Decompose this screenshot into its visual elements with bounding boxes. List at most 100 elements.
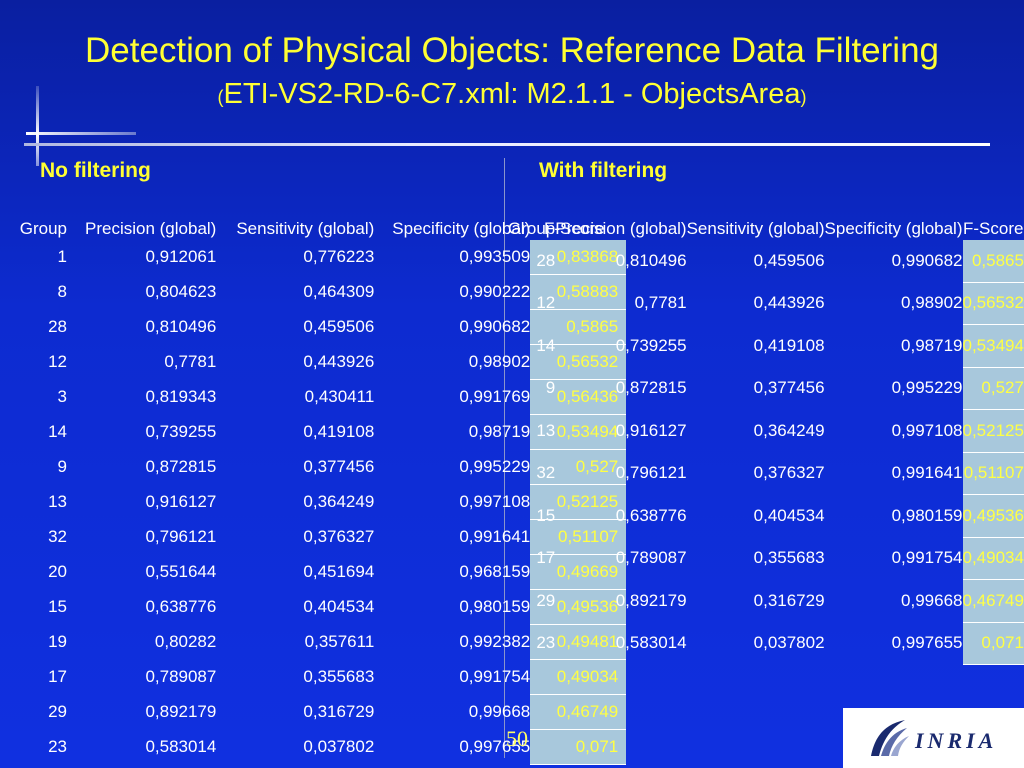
subtitle-open-paren: ( — [217, 87, 224, 107]
cell-specificity: 0,98719 — [468, 422, 531, 441]
cell-specificity: 0,991641 — [891, 463, 963, 483]
table-row: 14 0,739255 0,419108 0,98719 0,53494 — [508, 324, 1024, 368]
cell-fscore: 0,56436 — [530, 379, 627, 415]
cell-precision: 0,819343 — [145, 387, 217, 406]
cell-sensitivity: 0,376327 — [753, 463, 825, 483]
cell-precision: 0,892179 — [615, 590, 687, 610]
column-header-specificity: Specificity (global) — [824, 219, 963, 238]
cell-group: 9 — [57, 457, 67, 476]
cell-fscore: 0,49034 — [962, 537, 1024, 580]
cell-precision: 0,7781 — [634, 293, 687, 313]
cell-precision: 0,810496 — [615, 251, 687, 270]
cell-sensitivity: 0,419108 — [303, 422, 375, 441]
cell-sensitivity: 0,357611 — [304, 632, 375, 651]
table-row: 23 0,583014 0,037802 0,997655 0,071 — [508, 622, 1024, 665]
cell-group: 15 — [48, 597, 67, 616]
cell-group: 13 — [536, 420, 556, 440]
cell-specificity: 0,995229 — [459, 457, 531, 476]
subtitle-text: ETI-VS2-RD-6-C7.xml: M2.1.1 - ObjectsAre… — [223, 78, 801, 110]
cell-group: 28 — [536, 251, 556, 270]
table-row: 12 0,7781 0,443926 0,98902 0,56532 — [508, 282, 1024, 325]
cell-precision: 0,638776 — [615, 505, 687, 525]
cell-fscore: 0,83868 — [530, 240, 627, 275]
cell-group: 12 — [48, 352, 67, 371]
cell-specificity: 0,99668 — [901, 590, 963, 610]
cell-precision: 0,638776 — [145, 597, 217, 616]
no-filtering-table: Group Precision (global) Sensitivity (gl… — [6, 188, 627, 765]
cell-fscore: 0,53494 — [530, 414, 627, 450]
decorative-vertical-line — [36, 86, 39, 166]
cell-group: 20 — [48, 562, 67, 581]
cell-precision: 0,804623 — [145, 282, 217, 301]
column-header-sensitivity: Sensitivity (global) — [236, 219, 375, 238]
column-header-specificity: Specificity (global) — [392, 219, 531, 238]
cell-group: 17 — [48, 667, 67, 686]
cell-fscore: 0,071 — [962, 622, 1024, 665]
subtitle-close-paren: ) — [800, 87, 807, 107]
cell-fscore: 0,52125 — [962, 409, 1024, 453]
cell-precision: 0,916127 — [145, 492, 217, 511]
cell-fscore: 0,49536 — [962, 494, 1024, 538]
table-row: 15 0,638776 0,404534 0,980159 0,49536 — [6, 589, 627, 625]
cell-group: 17 — [536, 548, 556, 568]
cell-precision: 0,583014 — [615, 633, 687, 653]
cell-fscore: 0,49481 — [530, 624, 627, 660]
table-row: 8 0,804623 0,464309 0,990222 0,58883 — [6, 274, 627, 310]
slide-subtitle: (ETI-VS2-RD-6-C7.xml: M2.1.1 - ObjectsAr… — [0, 74, 1024, 117]
cell-precision: 0,80282 — [154, 632, 217, 651]
cell-precision: 0,916127 — [615, 420, 687, 440]
cell-fscore: 0,46749 — [530, 694, 627, 730]
cell-precision: 0,912061 — [145, 247, 217, 267]
cell-specificity: 0,98719 — [901, 335, 963, 355]
cell-sensitivity: 0,430411 — [304, 387, 375, 406]
cell-group: 28 — [48, 317, 67, 336]
cell-specificity: 0,980159 — [891, 505, 963, 525]
cell-specificity: 0,990222 — [459, 282, 531, 301]
cell-precision: 0,892179 — [145, 702, 217, 721]
table-row: 13 0,916127 0,364249 0,997108 0,52125 — [6, 484, 627, 520]
cell-sensitivity: 0,037802 — [303, 737, 375, 756]
cell-fscore: 0,071 — [530, 729, 627, 765]
table-row: 32 0,796121 0,376327 0,991641 0,51107 — [508, 452, 1024, 495]
cell-fscore: 0,49669 — [530, 554, 627, 590]
cell-sensitivity: 0,377456 — [303, 457, 375, 476]
cell-group: 14 — [48, 422, 67, 441]
table-row: 12 0,7781 0,443926 0,98902 0,56532 — [6, 344, 627, 380]
cell-precision: 0,739255 — [615, 335, 687, 355]
cell-group: 32 — [48, 527, 67, 546]
cell-fscore: 0,527 — [530, 449, 627, 485]
table-row: 28 0,810496 0,459506 0,990682 0,5865 — [6, 309, 627, 345]
cell-group: 23 — [536, 633, 556, 653]
cell-sensitivity: 0,776223 — [303, 247, 375, 267]
inria-logo-text: INRIA — [915, 728, 998, 753]
table-header-row: Group Precision (global) Sensitivity (gl… — [508, 188, 1024, 240]
cell-sensitivity: 0,355683 — [303, 667, 375, 686]
decorative-short-line — [26, 132, 136, 135]
cell-specificity: 0,991754 — [459, 667, 531, 686]
table-row: 1 0,912061 0,776223 0,993509 0,83868 — [6, 240, 627, 275]
cell-fscore: 0,53494 — [962, 324, 1024, 368]
table-row: 19 0,80282 0,357611 0,992382 0,49481 — [6, 624, 627, 660]
cell-fscore: 0,58883 — [530, 274, 627, 310]
cell-specificity: 0,997108 — [891, 420, 963, 440]
table-row: 13 0,916127 0,364249 0,997108 0,52125 — [508, 409, 1024, 453]
cell-specificity: 0,993509 — [459, 247, 531, 267]
cell-fscore: 0,5865 — [962, 240, 1024, 283]
cell-precision: 0,789087 — [145, 667, 217, 686]
table-row: 32 0,796121 0,376327 0,991641 0,51107 — [6, 519, 627, 555]
cell-group: 12 — [536, 293, 556, 313]
with-filtering-table: Group Precision (global) Sensitivity (gl… — [508, 188, 1024, 665]
cell-sensitivity: 0,443926 — [753, 293, 825, 313]
cell-precision: 0,583014 — [145, 737, 217, 756]
cell-sensitivity: 0,464309 — [303, 282, 375, 301]
cell-group: 14 — [536, 335, 556, 355]
cell-sensitivity: 0,364249 — [753, 420, 825, 440]
slide-title: Detection of Physical Objects: Reference… — [85, 31, 939, 70]
cell-specificity: 0,980159 — [459, 597, 531, 616]
column-header-fscore: F-Score — [544, 219, 605, 238]
cell-group: 23 — [48, 737, 67, 756]
cell-group: 29 — [536, 590, 556, 610]
column-header-precision: Precision (global) — [85, 219, 217, 238]
cell-fscore: 0,52125 — [530, 484, 627, 520]
with-filtering-heading: With filtering — [539, 159, 668, 182]
